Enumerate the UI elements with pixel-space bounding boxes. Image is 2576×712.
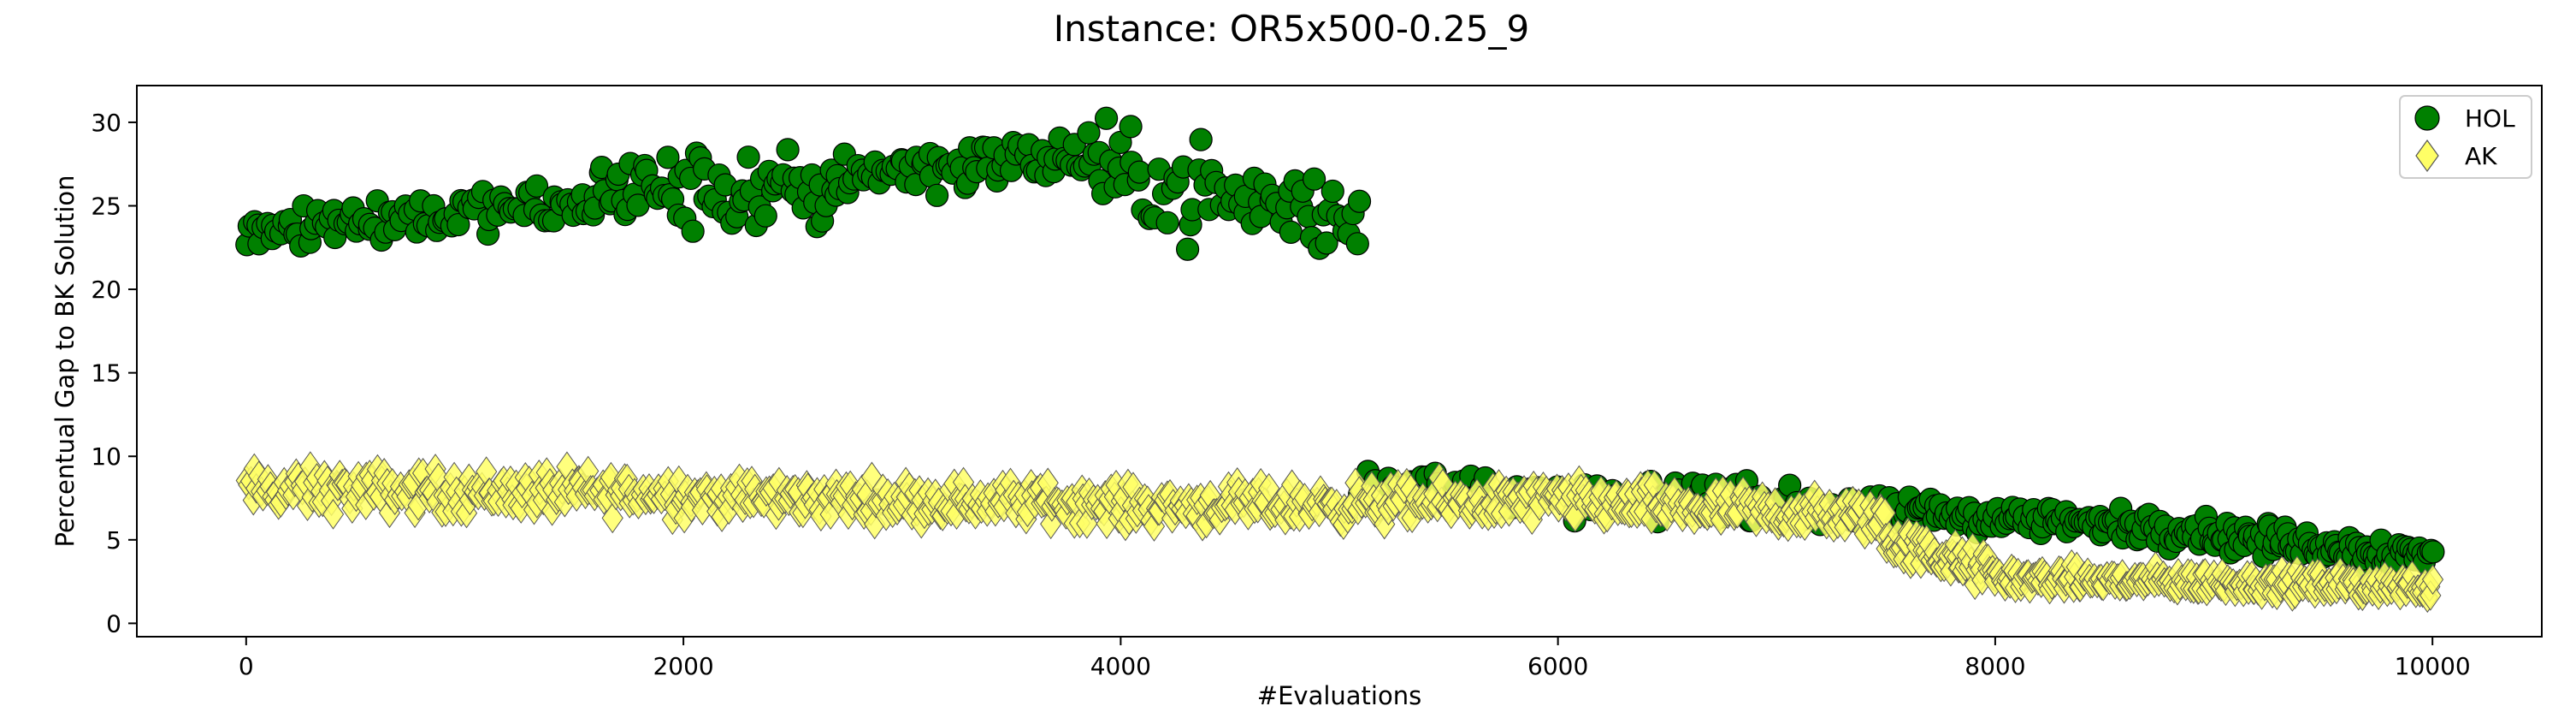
x-tick-label: 6000 xyxy=(1527,652,1588,680)
plot-frame xyxy=(137,86,2542,637)
plot-area xyxy=(136,85,2543,638)
hol-point xyxy=(1155,211,1179,234)
hol-point xyxy=(1077,121,1101,145)
hol-point xyxy=(753,204,777,228)
hol-point xyxy=(1175,237,1200,261)
hol-point xyxy=(446,212,470,237)
y-axis-label: Percentual Gap to BK Solution xyxy=(50,175,80,547)
legend-ak-label: AK xyxy=(2465,142,2497,170)
hol-point xyxy=(1189,128,1213,151)
hol-point xyxy=(1320,179,1344,204)
hol-point xyxy=(1127,160,1151,184)
x-axis: 0 2000 4000 6000 8000 10000 xyxy=(239,637,2471,680)
x-tick-label: 0 xyxy=(239,652,254,680)
y-tick-label: 20 xyxy=(91,276,121,304)
ak-point xyxy=(322,499,345,530)
ak-series xyxy=(235,451,2444,614)
x-tick-label: 10000 xyxy=(2395,652,2471,680)
y-tick-label: 10 xyxy=(91,442,121,471)
legend-hol-label: HOL xyxy=(2465,104,2515,133)
hol-point xyxy=(681,219,705,243)
hol-point xyxy=(2421,540,2445,564)
y-tick-label: 30 xyxy=(91,109,121,137)
legend: HOL AK xyxy=(2399,95,2532,179)
hol-point xyxy=(925,183,949,207)
hol-point xyxy=(1315,231,1338,255)
hol-point xyxy=(1119,115,1143,139)
hol-point xyxy=(524,174,549,198)
hol-point xyxy=(1347,189,1372,213)
ak-point xyxy=(601,502,623,534)
legend-hol-marker xyxy=(2414,105,2440,131)
x-tick-label: 2000 xyxy=(653,652,713,680)
chart-title: Instance: OR5x500-0.25_9 xyxy=(1054,8,1530,50)
x-tick-label: 4000 xyxy=(1090,652,1151,680)
x-axis-label: #Evaluations xyxy=(1257,681,1421,710)
legend-ak-marker xyxy=(2415,139,2439,173)
hol-point xyxy=(776,138,800,162)
y-axis: 0 5 10 15 20 25 30 xyxy=(91,109,137,638)
hol-point xyxy=(1345,232,1369,256)
y-tick-label: 15 xyxy=(91,359,121,388)
hol-point xyxy=(1303,167,1326,191)
y-tick-label: 25 xyxy=(91,193,121,221)
ak-point xyxy=(1040,508,1062,540)
x-tick-label: 8000 xyxy=(1964,652,2025,680)
hol-point xyxy=(1094,106,1119,130)
hol-point xyxy=(656,145,680,169)
hol-point xyxy=(1279,220,1303,244)
y-tick-label: 0 xyxy=(106,609,121,638)
y-tick-label: 5 xyxy=(106,526,121,555)
hol-point xyxy=(736,145,760,169)
plot-border xyxy=(136,85,2543,638)
ak-point xyxy=(2421,564,2444,596)
